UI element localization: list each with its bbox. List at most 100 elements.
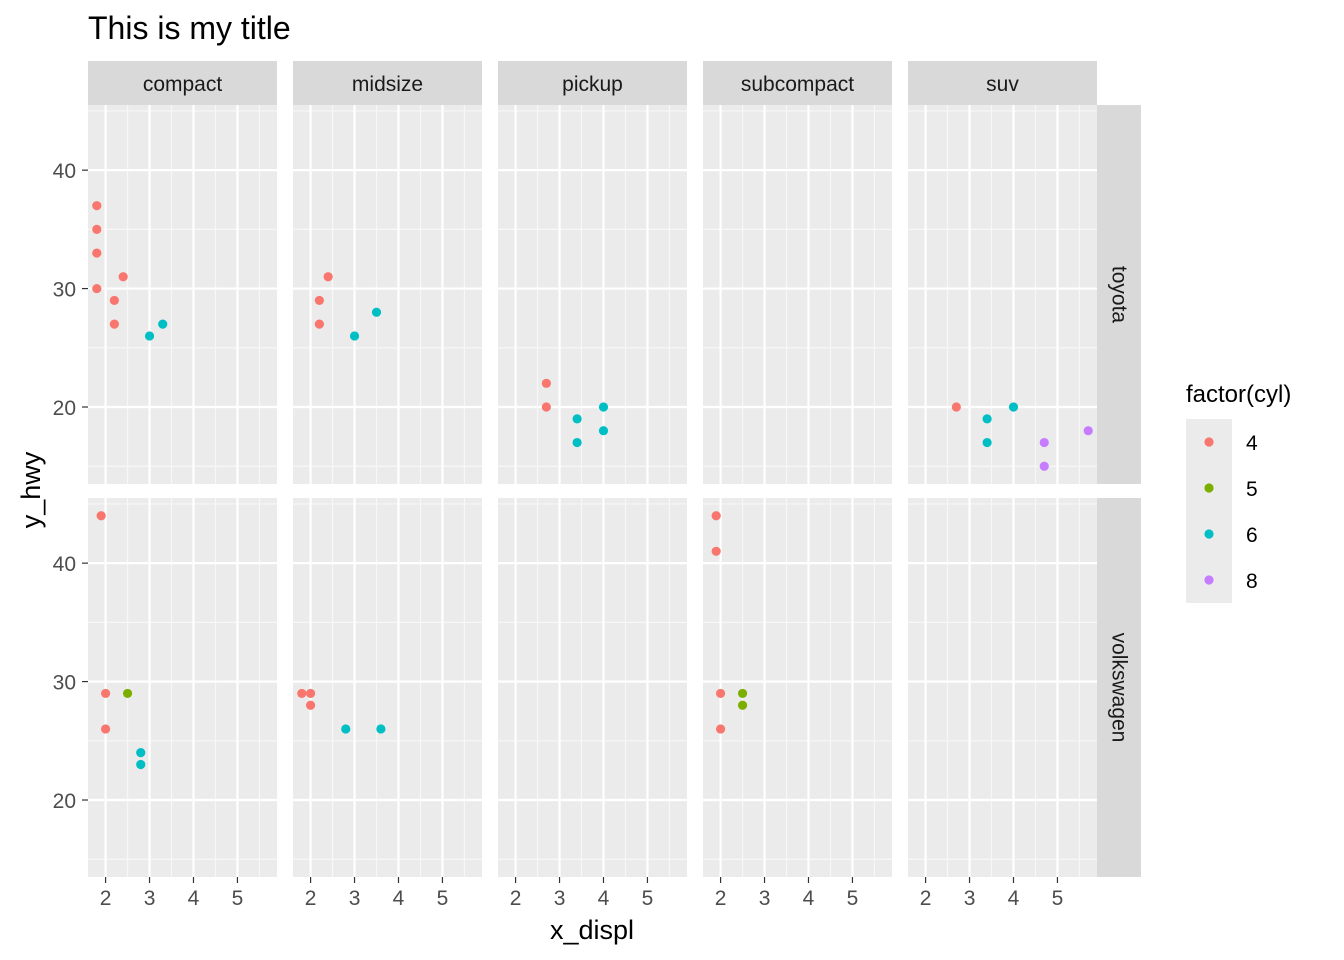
x-tick-label: 5 — [232, 887, 244, 910]
legend-key-point — [1204, 437, 1214, 447]
x-tick-label: 2 — [305, 887, 317, 910]
x-tick-label: 3 — [964, 887, 976, 910]
data-point — [92, 283, 102, 294]
facet-label-row: toyota — [1108, 266, 1131, 324]
facet-panel-volkswagen-compact: 2 3 4 5 20 30 40 — [53, 498, 277, 910]
facet-panel-toyota-pickup: pickup — [498, 61, 687, 484]
facet-strip-top — [703, 61, 892, 105]
y-tick-label: 20 — [53, 397, 76, 420]
data-point — [96, 511, 106, 521]
x-tick-label: 5 — [1052, 887, 1064, 910]
data-point — [144, 331, 155, 341]
data-point — [541, 378, 551, 388]
legend-label: 5 — [1246, 478, 1258, 501]
facet-panel-volkswagen-midsize: 2 3 4 5 — [293, 498, 482, 910]
panel-background — [908, 105, 1097, 484]
data-point — [305, 700, 316, 710]
data-point — [136, 759, 146, 770]
panel-background — [88, 105, 277, 484]
facet-strip-top — [293, 61, 482, 105]
panel-background — [498, 498, 687, 877]
data-point — [737, 700, 748, 710]
x-tick-label: 5 — [437, 887, 449, 910]
y-tick-label: 30 — [53, 279, 76, 302]
data-point — [572, 414, 582, 424]
facet-label-row: volkswagen — [1108, 633, 1131, 743]
x-tick-label: 3 — [554, 887, 566, 910]
data-point — [715, 724, 726, 734]
data-point — [92, 224, 102, 234]
panel-background — [908, 498, 1097, 877]
data-point — [376, 724, 386, 734]
x-tick-label: 4 — [1008, 887, 1020, 910]
data-point — [92, 248, 102, 258]
y-tick-label: 30 — [53, 672, 76, 695]
panel-background — [498, 105, 687, 484]
data-point — [598, 426, 609, 436]
x-tick-label: 3 — [144, 887, 156, 910]
facet-label-col: subcompact — [741, 73, 854, 96]
data-point — [1008, 402, 1019, 412]
data-point — [314, 319, 324, 329]
data-point — [1039, 437, 1049, 448]
x-tick-label: 4 — [598, 887, 610, 910]
data-point — [136, 748, 146, 758]
facet-label-col: pickup — [562, 73, 623, 96]
facet-strip-top — [88, 61, 277, 105]
facet-strip-right-toyota: toyota — [1097, 105, 1141, 484]
data-point — [92, 201, 102, 211]
data-point — [323, 272, 333, 282]
data-point — [1039, 461, 1049, 471]
x-tick-label: 4 — [393, 887, 405, 910]
facet-panel-toyota-suv: suv — [908, 61, 1097, 484]
y-tick-label: 40 — [53, 553, 76, 576]
chart-title: This is my title — [88, 10, 291, 46]
facet-panel-volkswagen-subcompact: 2 3 4 5 — [703, 498, 892, 910]
data-point — [737, 688, 748, 699]
data-point — [100, 724, 111, 734]
data-point — [711, 546, 721, 556]
facet-panel-volkswagen-suv: 2 3 4 5 — [908, 498, 1097, 910]
data-point — [1083, 426, 1093, 436]
facet-panel-volkswagen-pickup: 2 3 4 5 — [498, 498, 687, 910]
data-point — [297, 688, 307, 699]
x-axis-title: x_displ — [550, 915, 634, 945]
data-point — [982, 414, 992, 424]
data-point — [118, 272, 128, 282]
facet-panel-toyota-subcompact: subcompact — [703, 61, 892, 484]
x-tick-label: 2 — [510, 887, 522, 910]
panel-background — [293, 498, 482, 877]
legend-key-point — [1204, 483, 1214, 493]
facet-panels: compact 20 30 40 midsize pickup subcompact suv t… — [53, 61, 1141, 910]
data-point — [711, 511, 721, 521]
data-point — [951, 402, 961, 412]
data-point — [341, 724, 351, 734]
facet-strip-top — [498, 61, 687, 105]
data-point — [158, 319, 168, 329]
data-point — [305, 688, 316, 699]
data-point — [122, 688, 133, 699]
y-tick-label: 40 — [53, 160, 76, 183]
data-point — [598, 402, 609, 412]
legend-key-point — [1204, 529, 1214, 539]
facet-label-col: suv — [986, 73, 1019, 96]
panel-background — [703, 105, 892, 484]
data-point — [982, 437, 992, 448]
x-tick-label: 4 — [188, 887, 200, 910]
data-point — [715, 688, 726, 699]
legend-label: 4 — [1246, 432, 1258, 455]
legend: factor(cyl) 4 5 6 8 — [1186, 381, 1291, 603]
x-tick-label: 3 — [759, 887, 771, 910]
legend-label: 8 — [1246, 570, 1258, 593]
facet-panel-toyota-compact: compact 20 30 40 — [53, 61, 277, 484]
x-tick-label: 4 — [803, 887, 815, 910]
facet-label-col: midsize — [352, 73, 423, 96]
legend-key-point — [1204, 575, 1214, 585]
data-points — [92, 201, 1093, 770]
data-point — [109, 295, 119, 306]
x-tick-label: 5 — [847, 887, 859, 910]
data-point — [109, 319, 119, 329]
x-tick-label: 5 — [642, 887, 654, 910]
x-tick-label: 2 — [715, 887, 727, 910]
